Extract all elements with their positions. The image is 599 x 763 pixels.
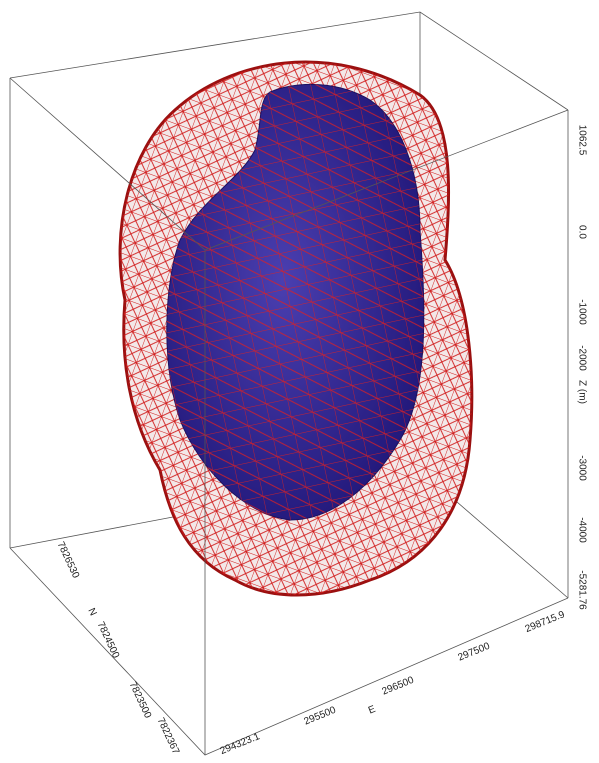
z-tick-label: -1000 bbox=[576, 299, 587, 325]
z-tick-label: 0.0 bbox=[576, 225, 587, 239]
n-tick-label: 7822367 bbox=[155, 716, 182, 756]
z-tick-label: 1062.5 bbox=[576, 125, 587, 156]
e-tick-label: 298715.9 bbox=[524, 609, 567, 635]
z-axis-label: Z (m) bbox=[576, 380, 587, 404]
n-axis-label: N bbox=[85, 606, 98, 617]
n-tick-label: 7824500 bbox=[95, 620, 122, 660]
n-tick-label: 7826530 bbox=[55, 540, 82, 580]
n-tick-label: 7823500 bbox=[127, 680, 154, 720]
e-tick-label: 296500 bbox=[381, 675, 416, 698]
z-tick-label: -5281.76 bbox=[576, 570, 587, 610]
z-tick-label: -2000 bbox=[576, 345, 587, 371]
bounding-box-front bbox=[9, 77, 569, 756]
z-tick-label: -4000 bbox=[576, 517, 587, 543]
e-axis-label: E bbox=[367, 704, 378, 717]
e-tick-label: 294323.1 bbox=[219, 731, 262, 757]
inner-mesh bbox=[166, 84, 424, 520]
z-tick-label: -3000 bbox=[576, 455, 587, 481]
e-tick-label: 295500 bbox=[303, 705, 338, 728]
